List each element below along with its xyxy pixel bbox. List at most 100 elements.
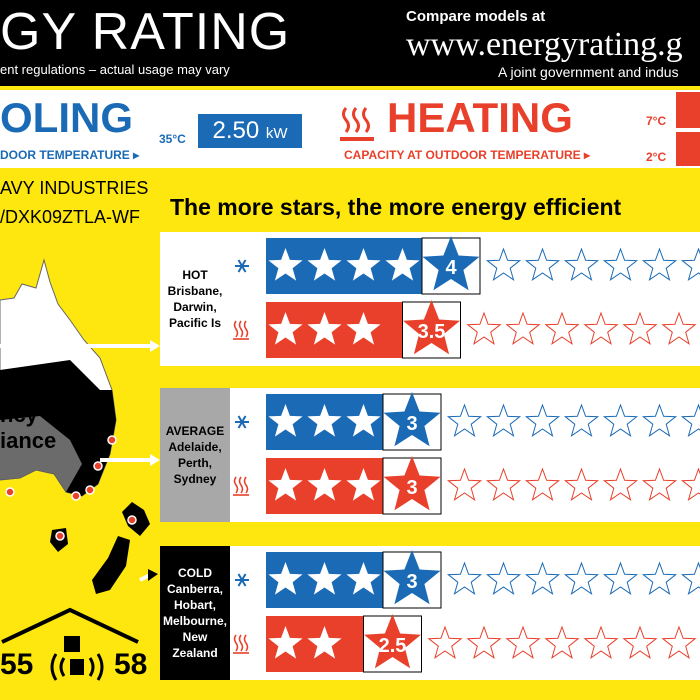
capacity-bar: OLING DOOR TEMPERATURE ▸ 35°C 2.50 kW HE…: [0, 90, 700, 168]
header-bar: GY RATING ent regulations – actual usage…: [0, 0, 700, 86]
rating-value: 4: [445, 257, 457, 279]
empty-star: [583, 311, 619, 345]
empty-star: [485, 467, 522, 501]
empty-star: [524, 561, 561, 595]
empty-star: [505, 625, 541, 659]
empty-star: [466, 625, 502, 659]
rating-value: 2.5: [379, 635, 407, 657]
empty-star: [641, 403, 678, 437]
star-rating-rows-hot: 43.5: [233, 236, 700, 359]
label-title: GY RATING: [0, 3, 291, 61]
empty-star: [485, 403, 522, 437]
cooling-capacity-value: 2.50 kW: [198, 114, 302, 148]
empty-star: [524, 467, 561, 501]
empty-star: [583, 625, 619, 659]
empty-star: [563, 561, 600, 595]
empty-star: [602, 403, 639, 437]
rating-star: [364, 614, 421, 669]
filled-star: [346, 468, 381, 501]
heat-waves-icon: [233, 320, 249, 340]
zone-label-cold: COLD Canberra, Hobart, Melbourne, New Zealan…: [160, 546, 230, 680]
empty-star: [544, 625, 580, 659]
empty-star: [602, 561, 639, 595]
filled-star: [307, 626, 342, 659]
empty-star: [485, 247, 522, 281]
indoor-noise-value: 55: [0, 648, 34, 681]
zone-label-line: Melbourne,: [162, 614, 227, 628]
cooling-unit: kW: [265, 125, 288, 142]
heating-temperature-2: 2°C: [646, 150, 667, 164]
cooling-heading: OLING: [0, 94, 133, 141]
filled-star: [268, 248, 303, 281]
zone-panel-hot: HOT Brisbane, Darwin, Pacific Is 4 3.5: [160, 232, 700, 366]
label-subtitle: ent regulations – actual usage may vary: [0, 62, 230, 77]
empty-star: [544, 311, 580, 345]
empty-star: [563, 467, 600, 501]
filled-star: [346, 248, 381, 281]
filled-star: [346, 562, 381, 595]
empty-star: [641, 561, 678, 595]
empty-star: [446, 561, 483, 595]
filled-star: [307, 468, 342, 501]
rating-star: [383, 456, 441, 511]
filled-star: [385, 248, 420, 281]
heat-waves-icon: [340, 107, 374, 141]
empty-star: [446, 467, 483, 501]
empty-star: [680, 467, 700, 501]
filled-star: [268, 468, 303, 501]
filled-star: [346, 312, 381, 345]
empty-star: [641, 247, 678, 281]
filled-star: [268, 312, 303, 345]
empty-star: [641, 467, 678, 501]
empty-star: [427, 625, 463, 659]
heating-capacity-label: CAPACITY AT OUTDOOR TEMPERATURE ▸: [344, 148, 591, 162]
rating-star: [383, 392, 441, 447]
zone-label-line: Canberra,: [166, 582, 224, 596]
zone-label-line: Darwin,: [173, 300, 217, 314]
zone-label-line: New Zealand: [172, 630, 218, 660]
empty-star: [680, 561, 700, 595]
zone-label-line: Adelaide,: [168, 440, 222, 454]
zone-panel-cold: COLD Canberra, Hobart, Melbourne, New Zealan…: [160, 546, 700, 680]
heating-temperature-1: 7°C: [646, 114, 667, 128]
zone-label-average: AVERAGE Adelaide, Perth, Sydney: [160, 388, 230, 522]
headline: The more stars, the more energy efficien…: [170, 194, 622, 220]
map-note-line-1: hanges: [0, 376, 78, 401]
heating-capacity-box-1: [676, 92, 700, 128]
website-link[interactable]: www.energyrating.g: [406, 26, 683, 63]
rating-value: 3: [406, 571, 417, 593]
cooling-capacity-label: DOOR TEMPERATURE ▸: [0, 148, 140, 162]
compare-label: Compare models at: [406, 8, 546, 25]
heating-capacity-box-2: [676, 132, 700, 166]
cooling-value: 2.50: [212, 117, 260, 144]
star-rating-rows-average: 33: [233, 392, 700, 515]
zone-label-hot: HOT Brisbane, Darwin, Pacific Is: [160, 232, 230, 366]
climate-zone-map: [0, 258, 160, 594]
rating-value: 3: [406, 477, 417, 499]
zone-label-line: Brisbane,: [167, 284, 223, 298]
empty-star: [505, 311, 541, 345]
empty-star: [466, 311, 502, 345]
zone-label-line: Pacific Is: [168, 316, 222, 330]
empty-star: [563, 247, 600, 281]
filled-star: [307, 562, 342, 595]
rating-star: [422, 236, 480, 291]
zone-label-line: Sydney: [173, 472, 217, 486]
empty-star: [563, 403, 600, 437]
snowflake-icon: [235, 415, 249, 429]
empty-star: [524, 403, 561, 437]
empty-star: [622, 625, 658, 659]
snowflake-icon: [235, 259, 249, 273]
empty-star: [485, 561, 522, 595]
model-number: /DXK09ZTLA-WF: [0, 207, 141, 227]
zone-label-line: HOT: [182, 268, 208, 282]
house-icon: [1, 607, 139, 652]
speaker-icon: [50, 653, 104, 681]
filled-star: [307, 248, 342, 281]
empty-star: [661, 311, 697, 345]
empty-star: [680, 247, 700, 281]
empty-star: [446, 403, 483, 437]
empty-star: [602, 247, 639, 281]
rating-value: 3: [406, 413, 417, 435]
